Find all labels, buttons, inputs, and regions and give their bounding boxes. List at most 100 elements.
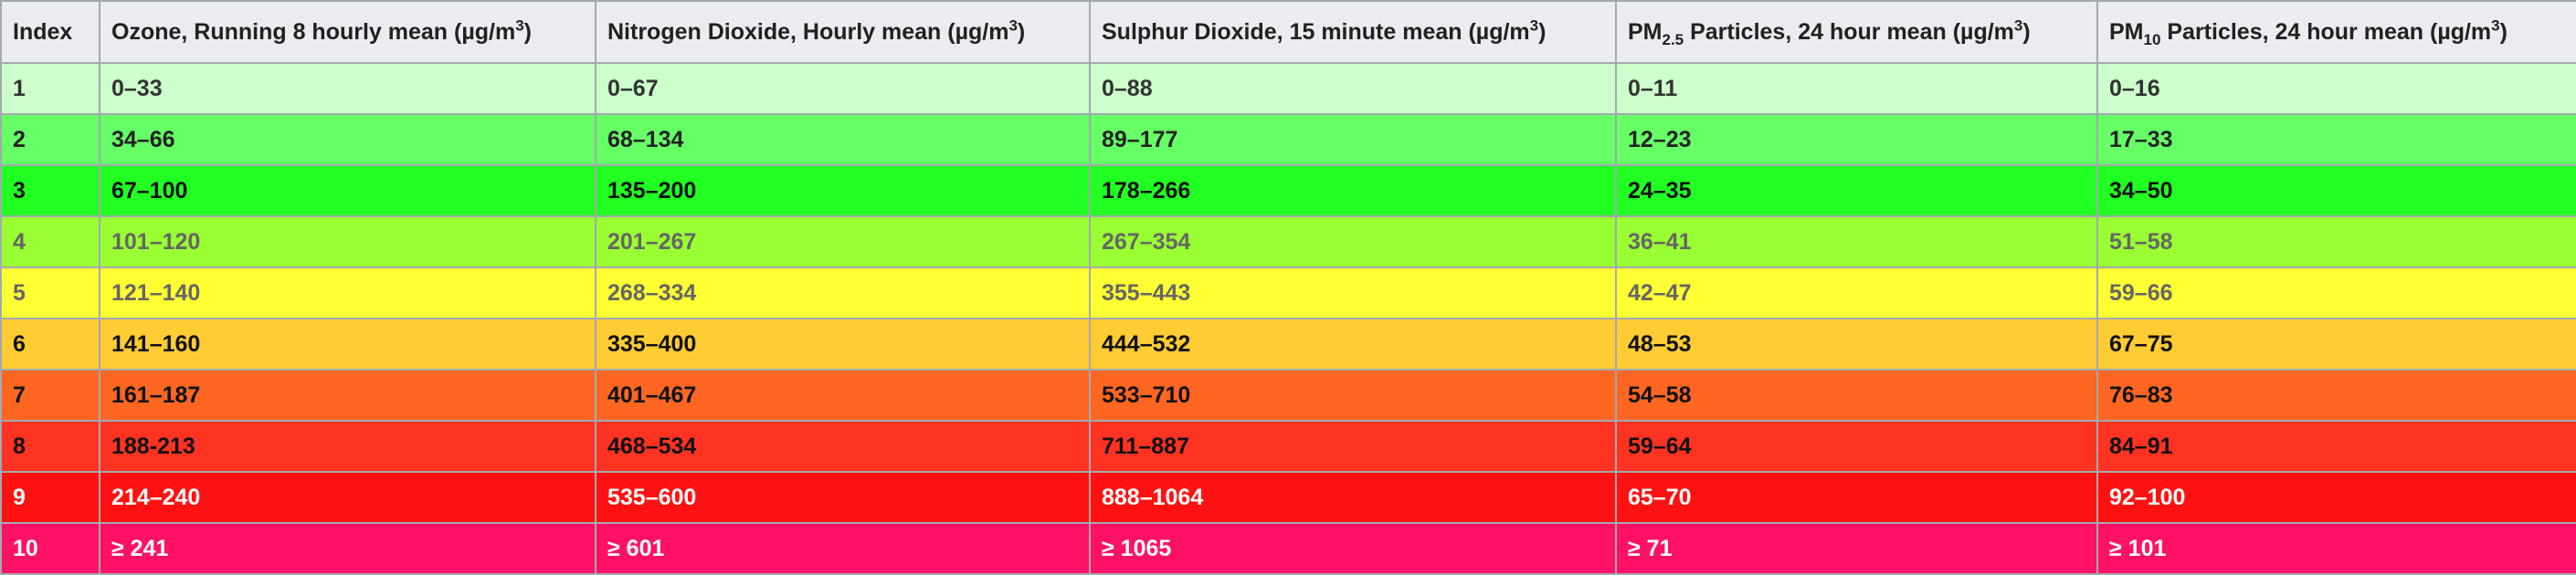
cell-ozone: 0–33 — [99, 62, 596, 115]
cell-pm10: 76–83 — [2096, 369, 2576, 422]
header-ozone-label: Ozone, Running 8 hourly mean (µg/m — [111, 18, 516, 45]
cell-index: 5 — [0, 267, 100, 319]
cell-ozone: 214–240 — [99, 471, 596, 524]
header-no2-label: Nitrogen Dioxide, Hourly mean (µg/m — [607, 18, 1009, 45]
cell-so2: 533–710 — [1089, 369, 1617, 422]
cell-ozone: 67–100 — [99, 164, 596, 217]
cell-no2: 401–467 — [595, 369, 1091, 422]
cell-index: 3 — [0, 164, 100, 217]
header-pm10-tail: ) — [2499, 18, 2507, 45]
header-so2-sup: 3 — [1529, 16, 1539, 35]
cell-ozone: 188-213 — [99, 420, 596, 473]
table-row: 8 188-213 468–534 711–887 59–64 84–91 — [0, 420, 2576, 473]
header-pm10: PM10 Particles, 24 hour mean (µg/m3) — [2096, 0, 2576, 64]
cell-index: 10 — [0, 522, 100, 575]
header-so2: Sulphur Dioxide, 15 minute mean (µg/m3) — [1089, 0, 1617, 64]
header-row: Index Ozone, Running 8 hourly mean (µg/m… — [0, 0, 2576, 64]
table-row: 4 101–120 201–267 267–354 36–41 51–58 — [0, 215, 2576, 268]
cell-ozone: 101–120 — [99, 215, 596, 268]
cell-ozone: 34–66 — [99, 113, 596, 166]
cell-index: 6 — [0, 318, 100, 371]
header-ozone-tail: ) — [523, 18, 532, 45]
header-so2-label: Sulphur Dioxide, 15 minute mean (µg/m — [1102, 18, 1530, 45]
header-pm25: PM2.5 Particles, 24 hour mean (µg/m3) — [1615, 0, 2098, 64]
cell-no2: 268–334 — [595, 267, 1091, 319]
table-row: 1 0–33 0–67 0–88 0–11 0–16 — [0, 62, 2576, 115]
cell-so2: ≥ 1065 — [1089, 522, 1617, 575]
cell-so2: 0–88 — [1089, 62, 1617, 115]
header-no2: Nitrogen Dioxide, Hourly mean (µg/m3) — [595, 0, 1091, 64]
table-row: 3 67–100 135–200 178–266 24–35 34–50 — [0, 164, 2576, 217]
header-pm10-sub: 10 — [2143, 30, 2161, 48]
header-pm10-prefix: PM — [2109, 18, 2144, 45]
cell-pm10: 92–100 — [2096, 471, 2576, 524]
cell-pm25: 12–23 — [1615, 113, 2098, 166]
cell-so2: 178–266 — [1089, 164, 1617, 217]
header-so2-tail: ) — [1538, 18, 1547, 45]
cell-so2: 444–532 — [1089, 318, 1617, 371]
cell-ozone: 161–187 — [99, 369, 596, 422]
cell-no2: 0–67 — [595, 62, 1091, 115]
cell-ozone: 121–140 — [99, 267, 596, 319]
table-row: 9 214–240 535–600 888–1064 65–70 92–100 — [0, 471, 2576, 524]
cell-pm10: 34–50 — [2096, 164, 2576, 217]
cell-pm25: ≥ 71 — [1615, 522, 2098, 575]
table-row: 5 121–140 268–334 355–443 42–47 59–66 — [0, 267, 2576, 319]
cell-so2: 355–443 — [1089, 267, 1617, 319]
cell-index: 9 — [0, 471, 100, 524]
cell-index: 8 — [0, 420, 100, 473]
header-no2-sup: 3 — [1008, 16, 1018, 35]
table-row: 7 161–187 401–467 533–710 54–58 76–83 — [0, 369, 2576, 422]
cell-pm25: 0–11 — [1615, 62, 2098, 115]
cell-so2: 89–177 — [1089, 113, 1617, 166]
cell-ozone: ≥ 241 — [99, 522, 596, 575]
cell-no2: ≥ 601 — [595, 522, 1091, 575]
cell-so2: 267–354 — [1089, 215, 1617, 268]
cell-pm25: 24–35 — [1615, 164, 2098, 217]
header-pm25-label: Particles, 24 hour mean (µg/m — [1684, 18, 2014, 45]
cell-so2: 711–887 — [1089, 420, 1617, 473]
cell-pm10: 51–58 — [2096, 215, 2576, 268]
header-index-label: Index — [13, 18, 73, 45]
cell-no2: 335–400 — [595, 318, 1091, 371]
header-no2-tail: ) — [1017, 18, 1026, 45]
cell-pm25: 65–70 — [1615, 471, 2098, 524]
cell-index: 7 — [0, 369, 100, 422]
cell-no2: 135–200 — [595, 164, 1091, 217]
cell-pm25: 36–41 — [1615, 215, 2098, 268]
cell-no2: 201–267 — [595, 215, 1091, 268]
cell-pm25: 48–53 — [1615, 318, 2098, 371]
header-ozone: Ozone, Running 8 hourly mean (µg/m3) — [99, 0, 596, 64]
header-pm10-sup: 3 — [2491, 16, 2500, 35]
cell-index: 1 — [0, 62, 100, 115]
cell-pm25: 54–58 — [1615, 369, 2098, 422]
header-pm10-label: Particles, 24 hour mean (µg/m — [2160, 18, 2492, 45]
header-index: Index — [0, 0, 100, 64]
table-row: 2 34–66 68–134 89–177 12–23 17–33 — [0, 113, 2576, 166]
cell-pm10: 0–16 — [2096, 62, 2576, 115]
header-pm25-prefix: PM — [1628, 18, 1663, 45]
header-pm25-sup: 3 — [2013, 16, 2023, 35]
header-ozone-sup: 3 — [515, 16, 524, 35]
table-header: Index Ozone, Running 8 hourly mean (µg/m… — [0, 0, 2576, 64]
cell-no2: 68–134 — [595, 113, 1091, 166]
cell-pm10: ≥ 101 — [2096, 522, 2576, 575]
cell-pm10: 84–91 — [2096, 420, 2576, 473]
cell-pm25: 59–64 — [1615, 420, 2098, 473]
cell-pm10: 17–33 — [2096, 113, 2576, 166]
cell-so2: 888–1064 — [1089, 471, 1617, 524]
cell-no2: 535–600 — [595, 471, 1091, 524]
table-body: 1 0–33 0–67 0–88 0–11 0–16 2 34–66 68–13… — [0, 62, 2576, 575]
cell-ozone: 141–160 — [99, 318, 596, 371]
cell-no2: 468–534 — [595, 420, 1091, 473]
header-pm25-sub: 2.5 — [1662, 30, 1684, 48]
cell-index: 2 — [0, 113, 100, 166]
header-pm25-tail: ) — [2022, 18, 2031, 45]
cell-pm10: 59–66 — [2096, 267, 2576, 319]
cell-pm10: 67–75 — [2096, 318, 2576, 371]
table-row: 6 141–160 335–400 444–532 48–53 67–75 — [0, 318, 2576, 371]
cell-pm25: 42–47 — [1615, 267, 2098, 319]
table-row: 10 ≥ 241 ≥ 601 ≥ 1065 ≥ 71 ≥ 101 — [0, 522, 2576, 575]
cell-index: 4 — [0, 215, 100, 268]
